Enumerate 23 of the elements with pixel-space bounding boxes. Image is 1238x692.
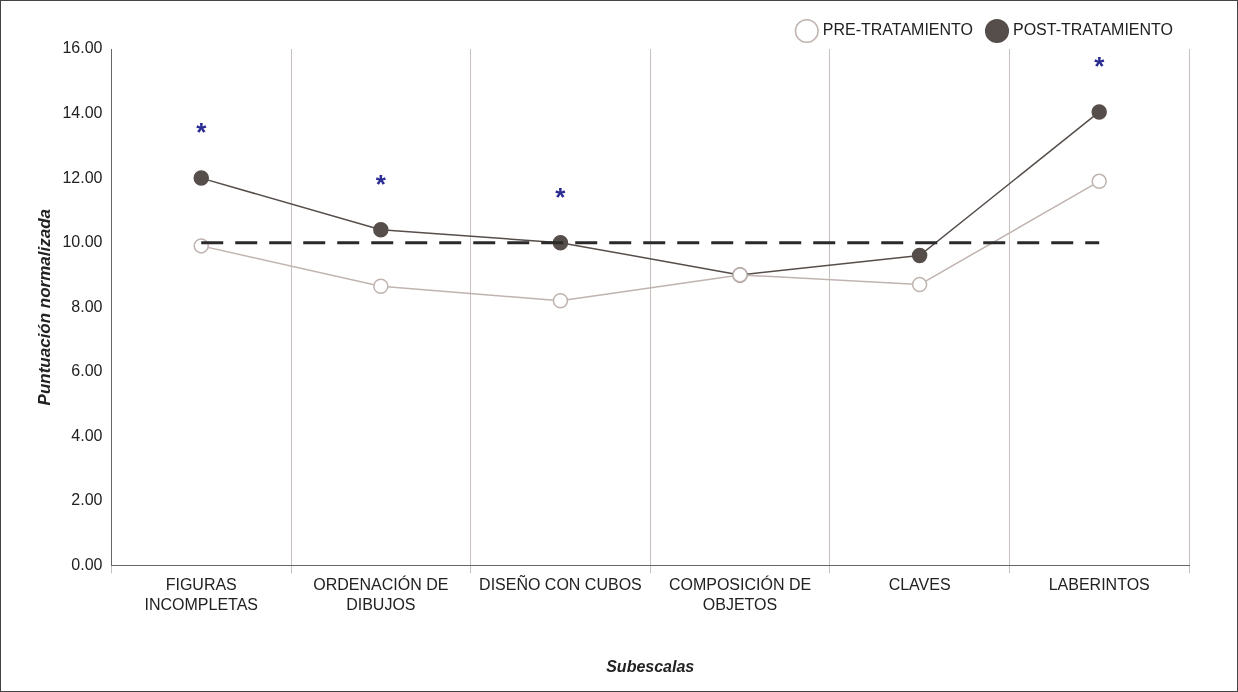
x-tick-label: ORDENACIÓN DE DIBUJOS — [313, 575, 449, 613]
legend-label: POST-TRATAMIENTO — [1012, 21, 1174, 39]
y-tick-label: 0.00 — [71, 555, 103, 573]
annotation: * — [1094, 51, 1106, 82]
annotation: * — [196, 117, 208, 148]
x-tick-label: CLAVES — [888, 576, 951, 594]
x-tick-label: LABERINTOS — [1048, 576, 1150, 594]
y-tick-label: 10.00 — [62, 233, 103, 251]
x-tick-label: COMPOSICIÓN DE OBJETOS — [668, 575, 812, 613]
y-tick-label: 14.00 — [62, 103, 103, 121]
y-tick-label: 16.00 — [62, 39, 103, 57]
y-tick-label: 8.00 — [71, 297, 103, 315]
x-axis-title: Subescalas — [606, 657, 695, 675]
annotation: * — [375, 168, 387, 199]
y-axis-title: Puntuación normalizada — [34, 208, 54, 406]
y-tick-label: 12.00 — [62, 168, 103, 186]
y-tick-label: 4.00 — [71, 426, 103, 444]
legend-label: PRE-TRATAMIENTO — [822, 21, 973, 39]
x-tick-label: DISEÑO CON CUBOS — [479, 574, 642, 594]
annotation: * — [555, 181, 567, 212]
y-tick-label: 2.00 — [71, 491, 103, 509]
x-tick-label: FIGURAS INCOMPLETAS — [144, 576, 258, 613]
y-tick-label: 6.00 — [71, 362, 103, 380]
